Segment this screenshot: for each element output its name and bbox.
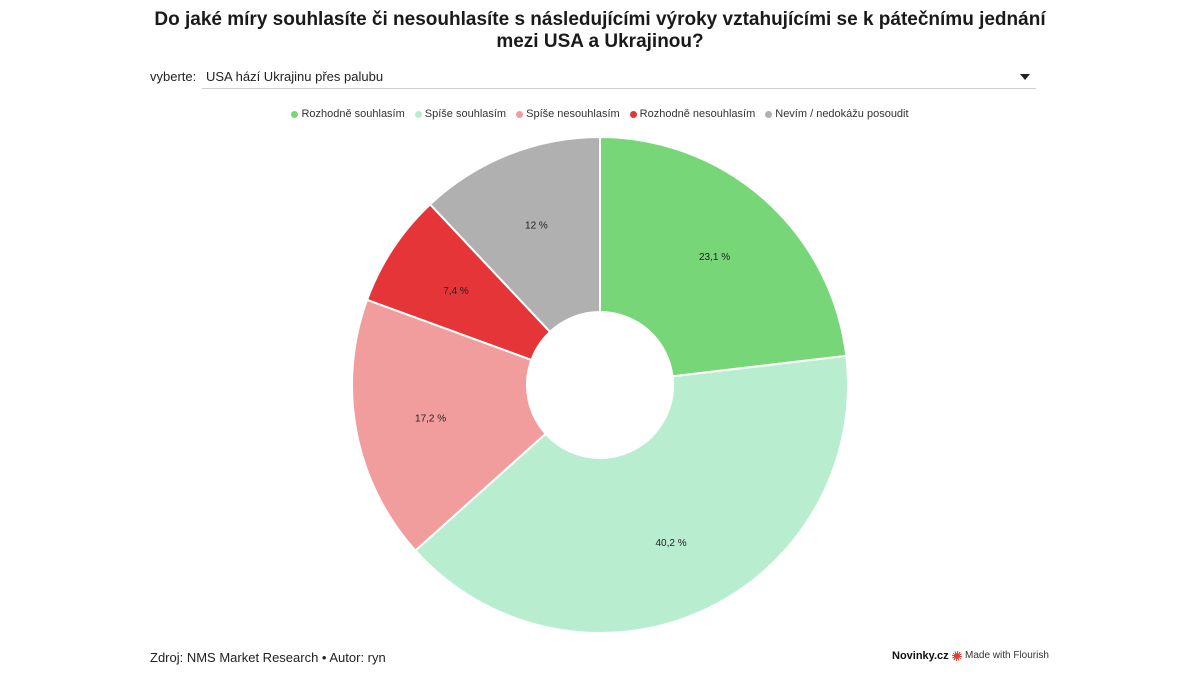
legend-swatch bbox=[291, 110, 299, 118]
legend-label: Spíše souhlasím bbox=[424, 108, 507, 120]
legend-item[interactable]: Spíše souhlasím bbox=[414, 108, 507, 120]
statement-dropdown[interactable]: USA hází Ukrajinu přes palubu bbox=[202, 66, 1036, 89]
pie-slice[interactable] bbox=[428, 135, 601, 334]
legend-swatch bbox=[765, 110, 773, 118]
chevron-down-icon[interactable] bbox=[1020, 74, 1030, 80]
brand-logo[interactable]: Novinky.cz bbox=[892, 650, 949, 662]
legend-item[interactable]: Nevím / nedokážu posoudit bbox=[765, 108, 909, 120]
legend-swatch bbox=[414, 110, 422, 118]
slice-label: 40,2 % bbox=[655, 538, 686, 549]
pie-slice[interactable] bbox=[413, 354, 849, 634]
legend-swatch bbox=[629, 110, 637, 118]
legend-label: Spíše nesouhlasím bbox=[526, 108, 620, 120]
legend-item[interactable]: Rozhodně souhlasím bbox=[291, 108, 405, 120]
legend-item[interactable]: Spíše nesouhlasím bbox=[516, 108, 620, 120]
pie-slice[interactable] bbox=[599, 135, 848, 378]
selector-label: vyberte: bbox=[150, 69, 197, 84]
flourish-icon bbox=[952, 650, 962, 661]
statement-selector: vyberte: USA hází Ukrajinu přes palubu bbox=[150, 66, 1036, 90]
source-credit: Zdroj: NMS Market Research • Autor: ryn bbox=[150, 650, 386, 665]
slice-label: 23,1 % bbox=[699, 252, 730, 263]
chart-title: Do jaké míry souhlasíte či nesouhlasíte … bbox=[154, 9, 1046, 52]
slice-label: 17,2 % bbox=[415, 414, 446, 425]
legend-swatch bbox=[516, 110, 524, 118]
chart-legend: Rozhodně souhlasím Spíše souhlasím Spíše n… bbox=[150, 108, 1050, 120]
slice-label: 7,4 % bbox=[443, 286, 469, 297]
legend-label: Rozhodně souhlasím bbox=[301, 108, 405, 120]
flourish-text: Made with Flourish bbox=[965, 650, 1049, 661]
legend-item[interactable]: Rozhodně nesouhlasím bbox=[629, 108, 756, 120]
legend-label: Nevím / nedokážu posoudit bbox=[775, 108, 909, 120]
dropdown-value: USA hází Ukrajinu přes palubu bbox=[206, 69, 384, 84]
pie-slice[interactable] bbox=[351, 298, 548, 553]
slice-label: 12 % bbox=[525, 221, 548, 232]
flourish-credit[interactable]: Made with Flourish bbox=[952, 650, 1049, 661]
legend-label: Rozhodně nesouhlasím bbox=[639, 108, 756, 120]
